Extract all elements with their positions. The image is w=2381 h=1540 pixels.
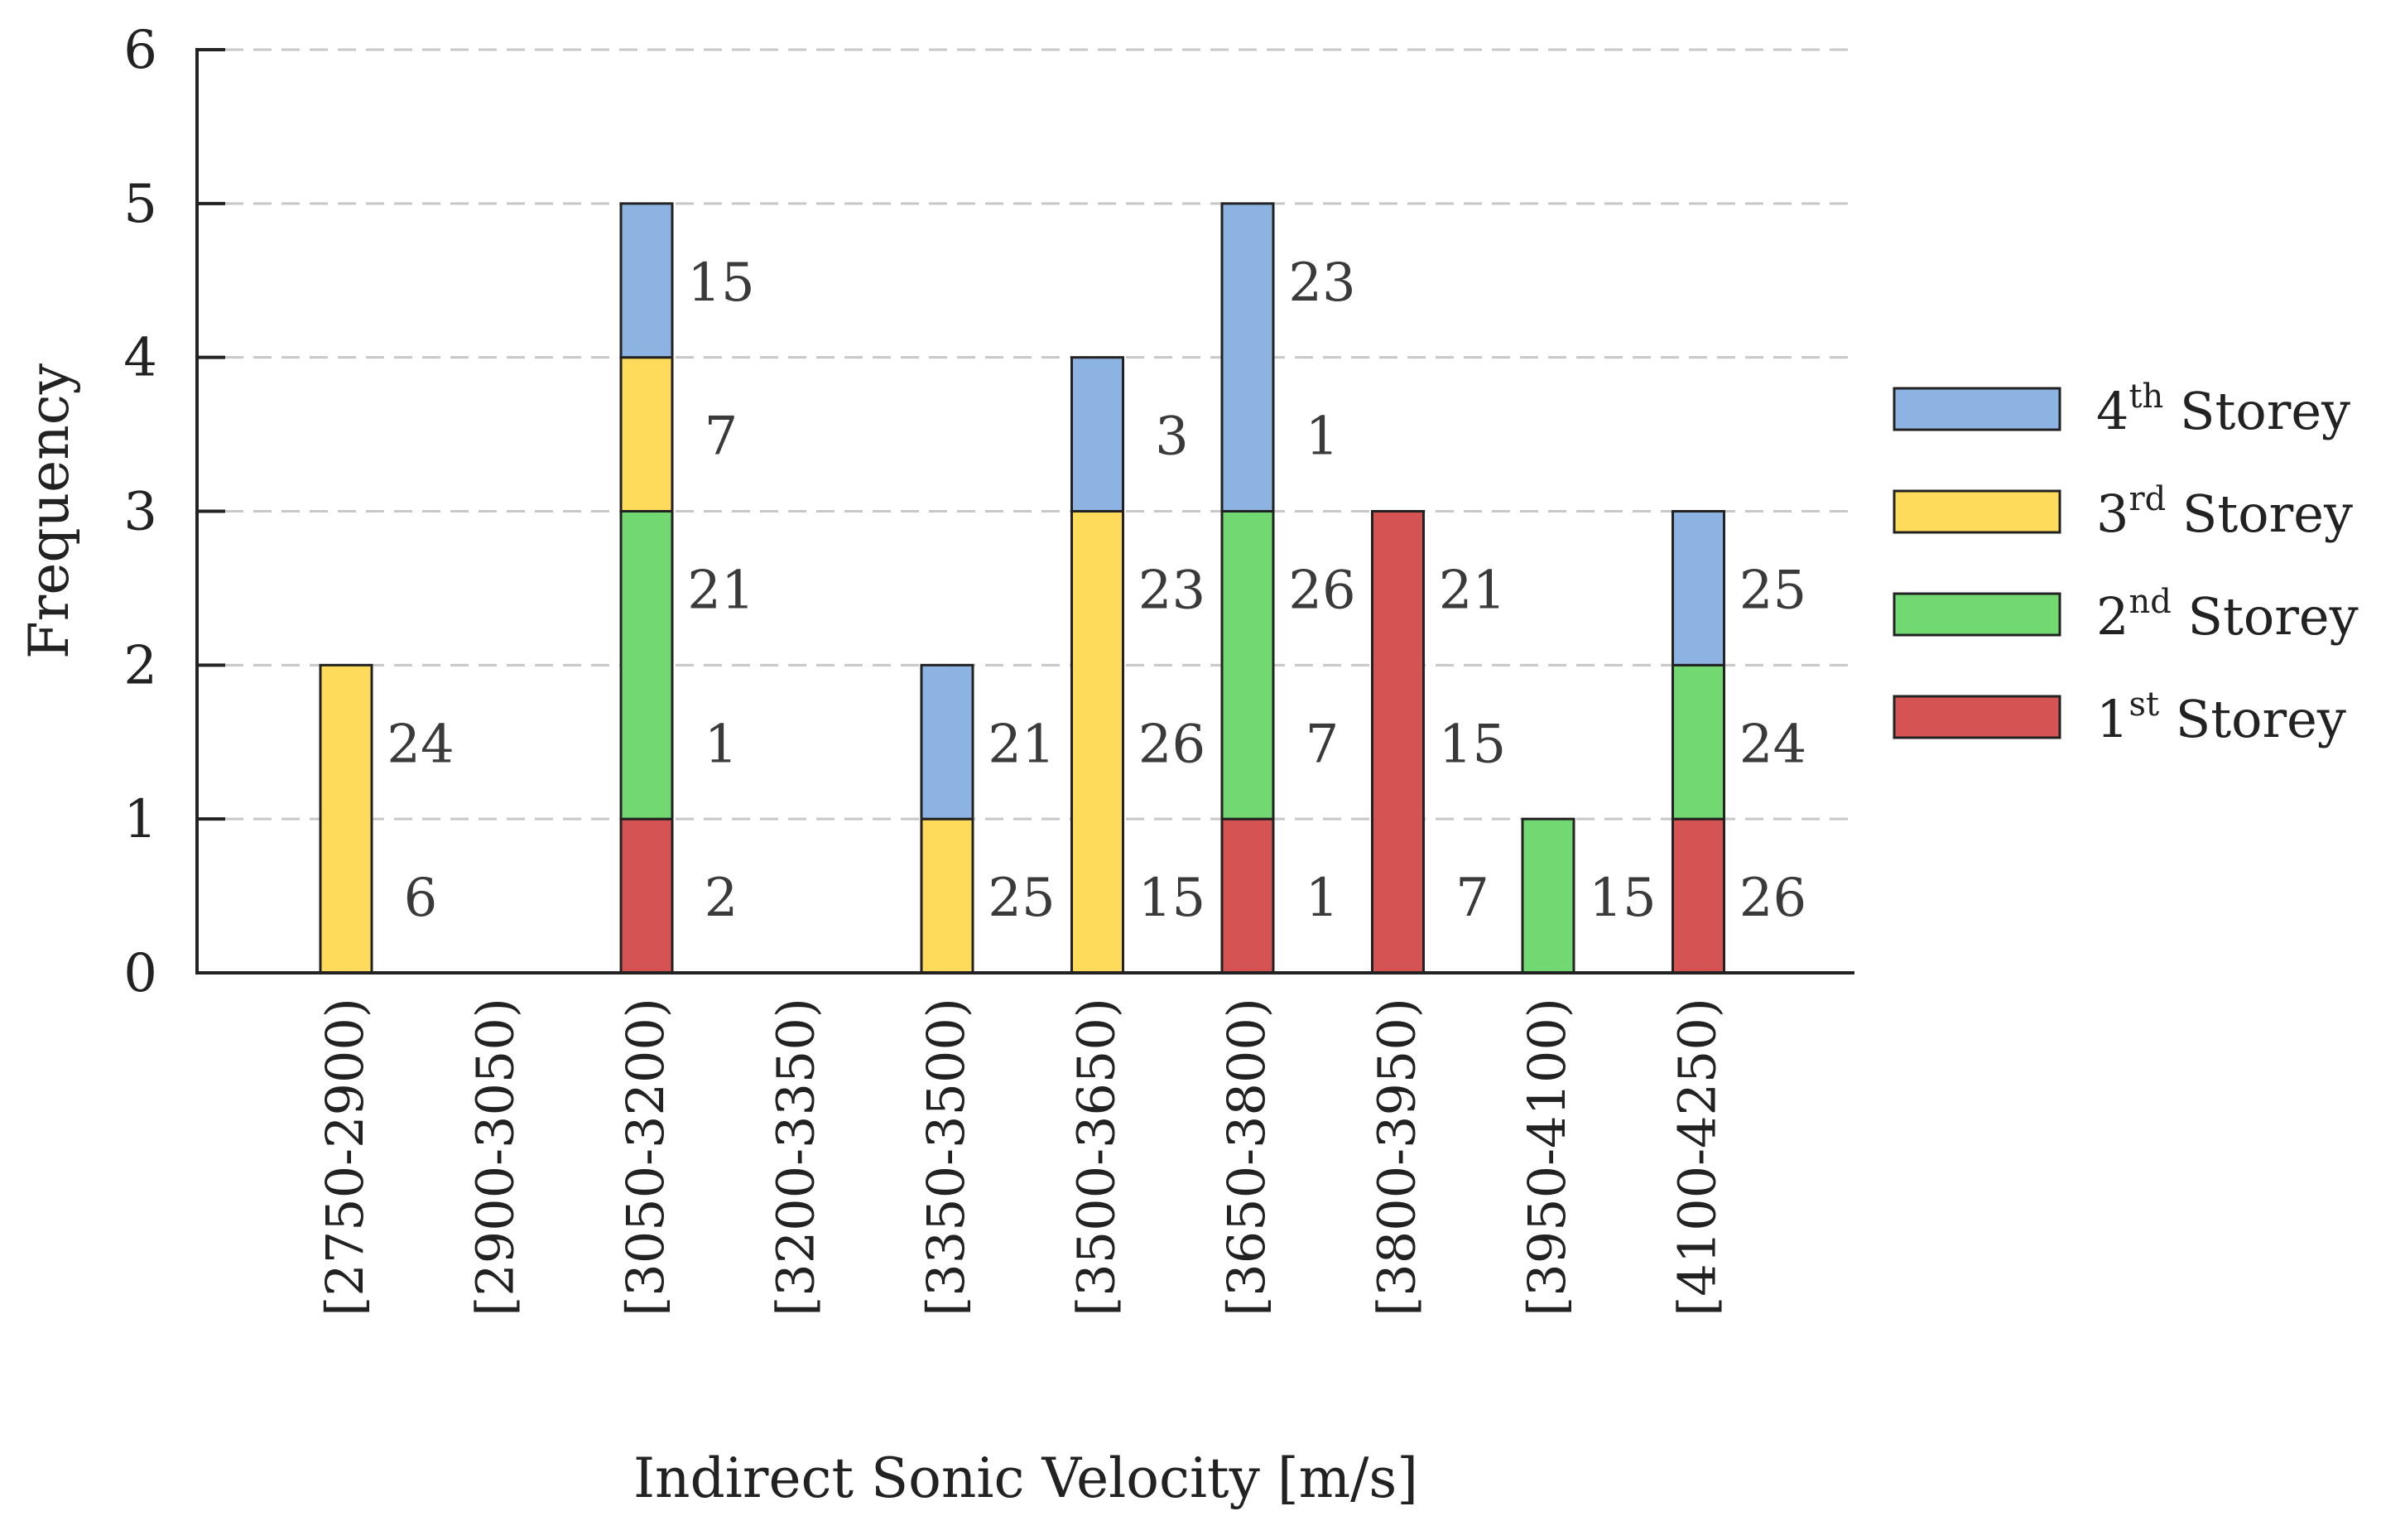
- legend-label: 2nd Storey: [2096, 583, 2359, 647]
- data-label: 23: [1138, 560, 1205, 621]
- data-label: 2: [705, 868, 738, 929]
- bar-segment: [1070, 510, 1124, 975]
- data-label: 1: [1306, 407, 1340, 468]
- data-label: 15: [1589, 868, 1656, 929]
- data-label: 26: [1739, 868, 1806, 929]
- legend-swatch: [1893, 489, 2061, 534]
- data-label: 15: [687, 253, 754, 314]
- y-tick-label: 3: [123, 482, 157, 543]
- bar-segment: [619, 356, 674, 513]
- data-label: 15: [1439, 714, 1506, 775]
- data-label: 3: [1155, 407, 1189, 468]
- data-label: 21: [1439, 560, 1506, 621]
- data-label: 1: [705, 714, 738, 775]
- y-ticks: 0 1 2 3 4 5 6: [123, 20, 225, 1004]
- data-label: 25: [988, 868, 1055, 929]
- bar-segment: [920, 817, 974, 975]
- bars: [319, 202, 1725, 975]
- data-label: 1: [1306, 868, 1340, 929]
- bar-segment: [1672, 817, 1725, 975]
- bar-segment: [1672, 663, 1725, 821]
- legend: 4th Storey 3rd Storey 2nd Storey 1st Storey: [1893, 378, 2359, 749]
- x-category-label: [3950-4100): [1517, 998, 1577, 1316]
- data-label: 26: [1288, 560, 1355, 621]
- x-category-label: [4100-4250): [1667, 998, 1728, 1316]
- x-category-label: [2750-2900): [315, 998, 375, 1316]
- bar-segment: [619, 510, 674, 821]
- y-tick-label: 2: [123, 635, 157, 696]
- data-label: 6: [404, 868, 438, 929]
- x-category-label: [3200-3350): [766, 998, 826, 1316]
- data-label: 21: [988, 714, 1055, 775]
- grid-lines: [197, 48, 1854, 821]
- y-tick-label: 0: [123, 943, 157, 1004]
- legend-label: 1st Storey: [2096, 686, 2346, 749]
- x-category-label: [3800-3950): [1367, 998, 1427, 1316]
- data-label: 24: [387, 714, 454, 775]
- bar-segment: [1220, 817, 1275, 975]
- data-label: 23: [1288, 253, 1355, 314]
- bar-segment: [1220, 202, 1275, 513]
- y-tick-label: 6: [123, 20, 157, 81]
- y-tick-label: 5: [123, 174, 157, 235]
- x-category-label: [3500-3650): [1066, 998, 1127, 1316]
- legend-item: 2nd Storey: [1893, 583, 2359, 647]
- data-label: 7: [705, 407, 738, 468]
- legend-swatch: [1893, 387, 2061, 431]
- bar-segment: [1070, 356, 1124, 513]
- bar-segment: [1371, 510, 1425, 975]
- bar-segment: [920, 663, 974, 821]
- x-category-label: [3350-3500): [916, 998, 976, 1316]
- data-label: 7: [1306, 714, 1340, 775]
- x-category-label: [2900-3050): [465, 998, 526, 1316]
- bar-segment: [1672, 510, 1725, 667]
- legend-swatch: [1893, 592, 2061, 637]
- x-category-labels: [2750-2900) [2900-3050) [3050-3200) [3200-3…: [315, 998, 1728, 1316]
- legend-item: 3rd Storey: [1893, 480, 2353, 544]
- bar-segment: [1220, 510, 1275, 821]
- bar-segment: [319, 663, 373, 975]
- y-axis-title: Frequency: [17, 363, 81, 659]
- x-category-label: [3650-3800): [1216, 998, 1277, 1316]
- bar-segment: [619, 817, 674, 975]
- y-tick-label: 4: [123, 328, 157, 389]
- data-label: 26: [1138, 714, 1205, 775]
- data-labels: 24 6 15 7 21 1 2 21 25 3 23 26 15 23 1 26 7 1 21 15 7 15 25 24 2…: [387, 253, 1806, 929]
- bar-segment: [619, 202, 674, 359]
- legend-item: 1st Storey: [1893, 686, 2346, 749]
- legend-swatch: [1893, 695, 2061, 739]
- legend-label: 3rd Storey: [2096, 480, 2353, 544]
- legend-label: 4th Storey: [2096, 378, 2350, 441]
- data-label: 21: [687, 560, 754, 621]
- data-label: 15: [1138, 868, 1205, 929]
- data-label: 25: [1739, 560, 1806, 621]
- bar-segment: [1521, 817, 1575, 975]
- legend-item: 4th Storey: [1893, 378, 2350, 441]
- data-label: 7: [1455, 868, 1489, 929]
- data-label: 24: [1739, 714, 1806, 775]
- y-tick-label: 1: [123, 789, 157, 850]
- x-axis-title: Indirect Sonic Velocity [m/s]: [633, 1446, 1418, 1510]
- x-category-label: [3050-3200): [615, 998, 676, 1316]
